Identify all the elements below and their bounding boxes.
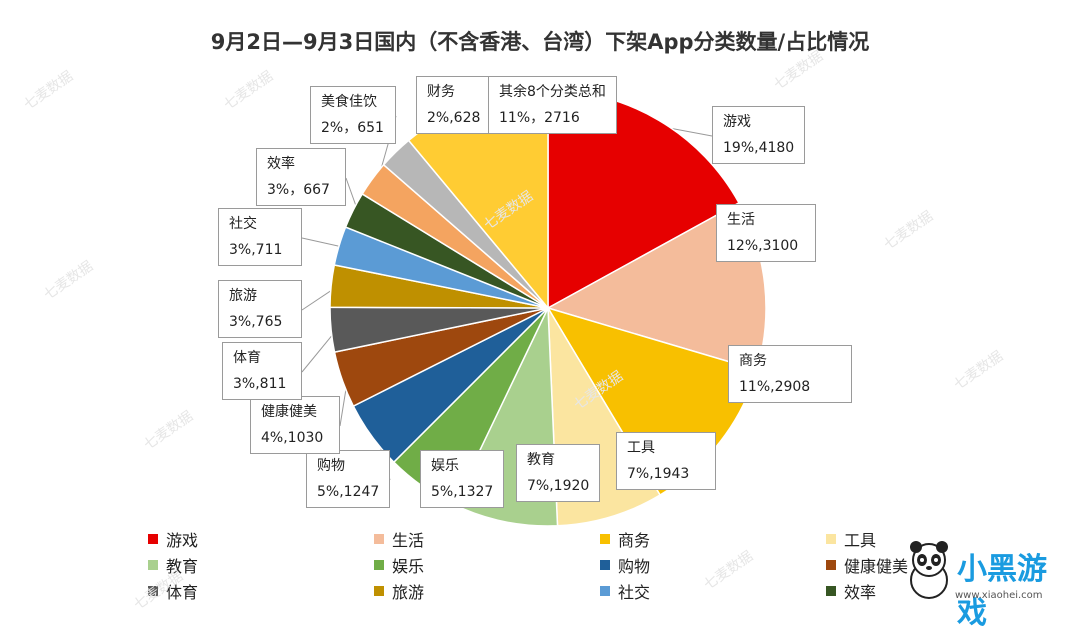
slice-callout: 工具 7%,1943 (616, 432, 716, 490)
slice-callout: 社交 3%,711 (218, 208, 302, 266)
callout-value: 5%,1327 (431, 484, 494, 500)
legend-item: 游戏 (148, 528, 374, 550)
legend-swatch (148, 586, 158, 596)
legend-label: 生活 (392, 531, 425, 550)
legend-swatch (600, 560, 610, 570)
callout-category: 效率 (267, 156, 295, 172)
callout-category: 工具 (627, 440, 655, 456)
callout-category: 购物 (317, 458, 345, 474)
legend-item: 健康健美 (826, 554, 1052, 576)
callout-category: 体育 (233, 350, 261, 366)
slice-callout: 商务 11%,2908 (728, 345, 852, 403)
callout-value: 2%，651 (321, 120, 384, 136)
legend-item: 工具 (826, 528, 1052, 550)
callout-category: 美食佳饮 (321, 94, 377, 110)
slice-callout: 生活 12%,3100 (716, 204, 816, 262)
legend-item: 社交 (600, 580, 826, 602)
slice-callout: 购物 5%,1247 (306, 450, 391, 508)
callout-value: 7%,1943 (627, 466, 690, 482)
legend-label: 体育 (166, 583, 199, 602)
callout-category: 其余8个分类总和 (499, 84, 606, 100)
callout-value: 12%,3100 (727, 238, 799, 254)
legend-item: 体育 (148, 580, 374, 602)
legend-swatch (826, 586, 836, 596)
logo-subtext: www.xiaohei.com (955, 590, 1043, 601)
legend-swatch (148, 534, 158, 544)
legend-label: 社交 (618, 583, 651, 602)
chart-title: 9月2日—9月3日国内（不含香港、台湾）下架App分类数量/占比情况 (210, 30, 870, 54)
callout-category: 游戏 (723, 114, 751, 130)
callout-category: 教育 (527, 452, 555, 468)
slice-callout: 健康健美 4%,1030 (250, 396, 340, 454)
callout-category: 商务 (739, 353, 767, 369)
legend-swatch (600, 586, 610, 596)
callout-value: 19%,4180 (723, 140, 795, 156)
panda-logo-icon (910, 541, 948, 599)
callout-category: 生活 (727, 212, 755, 228)
callout-category: 旅游 (229, 288, 257, 304)
callout-value: 11%,2908 (739, 379, 811, 395)
legend-item: 生活 (374, 528, 600, 550)
legend-item: 购物 (600, 554, 826, 576)
callout-value: 5%,1247 (317, 484, 380, 500)
slice-callout: 游戏 19%,4180 (712, 106, 806, 164)
slice-callout: 其余8个分类总和 11%，2716 (488, 76, 617, 134)
legend-item: 教育 (148, 554, 374, 576)
callout-value: 7%,1920 (527, 478, 590, 494)
logo-text: 小黑游戏 (957, 552, 1047, 631)
slice-callout: 财务 2%,628 (416, 76, 492, 134)
callout-value: 3%,765 (229, 314, 283, 330)
legend-label: 商务 (618, 531, 651, 550)
leader-line (301, 237, 345, 248)
callout-value: 3%，667 (267, 182, 330, 198)
legend-label: 旅游 (392, 583, 425, 602)
legend-swatch (826, 560, 836, 570)
legend-swatch (374, 586, 384, 596)
slice-callout: 效率 3%，667 (256, 148, 346, 206)
slice-callout: 体育 3%,811 (222, 342, 302, 400)
legend-swatch (148, 560, 158, 570)
legend-label: 健康健美 (844, 557, 909, 576)
legend: 游戏 生活 商务 工具教育 娱乐 购物 健康健美体育 旅游 社交 效率 (148, 528, 908, 602)
slice-callout: 旅游 3%,765 (218, 280, 302, 338)
callout-value: 2%,628 (427, 110, 481, 126)
legend-label: 娱乐 (392, 557, 425, 576)
callout-value: 3%,811 (233, 376, 287, 392)
slice-callout: 娱乐 5%,1327 (420, 450, 505, 508)
slice-callout: 教育 7%,1920 (516, 444, 601, 502)
callout-category: 财务 (427, 84, 455, 100)
legend-swatch (374, 560, 384, 570)
legend-swatch (374, 534, 384, 544)
legend-label: 游戏 (166, 531, 199, 550)
legend-item: 旅游 (374, 580, 600, 602)
legend-swatch (600, 534, 610, 544)
callout-category: 健康健美 (261, 404, 317, 420)
legend-label: 教育 (166, 557, 199, 576)
legend-item: 效率 (826, 580, 1052, 602)
legend-swatch (826, 534, 836, 544)
callout-category: 社交 (229, 216, 257, 232)
logo: 小黑游戏 www.xiaohei.com (905, 540, 1075, 631)
legend-label: 购物 (618, 557, 651, 576)
callout-value: 3%,711 (229, 242, 283, 258)
callout-category: 娱乐 (431, 458, 459, 474)
callout-value: 4%,1030 (261, 430, 324, 446)
legend-item: 商务 (600, 528, 826, 550)
slice-callout: 美食佳饮 2%，651 (310, 86, 396, 144)
legend-label: 工具 (844, 531, 877, 550)
callout-value: 11%，2716 (499, 110, 580, 126)
legend-item: 娱乐 (374, 554, 600, 576)
legend-label: 效率 (844, 583, 877, 602)
